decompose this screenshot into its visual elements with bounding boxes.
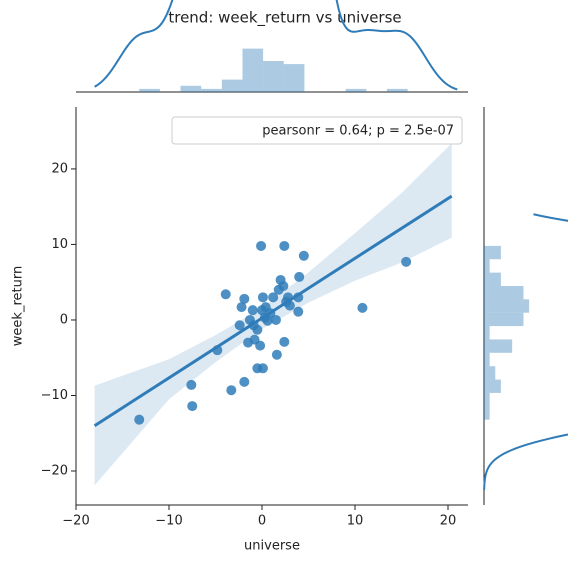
x-tick-label: 0 <box>258 514 266 529</box>
regression-line <box>93 194 453 427</box>
x-axis-label: universe <box>244 539 300 554</box>
legend-box <box>171 116 463 145</box>
right-hist-bar <box>484 272 501 286</box>
scatter-point <box>247 305 258 316</box>
right-hist-bar <box>484 285 524 300</box>
scatter-point <box>239 376 250 387</box>
y-tick-label: 20 <box>51 161 68 176</box>
right-hist-bar <box>484 392 490 407</box>
x-tick-label: −20 <box>62 514 89 529</box>
scatter-point <box>257 363 268 374</box>
scatter-point <box>236 302 247 313</box>
top-hist-bar <box>201 88 222 92</box>
y-tick-label: −20 <box>41 464 68 479</box>
top-hist-bar <box>283 64 305 92</box>
right-hist-bar <box>484 245 501 260</box>
scatter-point <box>279 240 290 251</box>
top-hist-bar <box>242 48 264 92</box>
scatter-point <box>257 292 268 303</box>
right-hist-bar <box>484 259 490 273</box>
scatter-point <box>134 414 145 425</box>
scatter-point <box>271 349 282 360</box>
scatter-point <box>298 250 309 261</box>
scatter-point <box>294 271 305 282</box>
right-hist-bar <box>484 406 490 420</box>
scatter-point <box>239 293 250 304</box>
scatter-point <box>268 292 279 303</box>
right-hist-bar <box>484 299 530 313</box>
scatter-point <box>187 401 198 412</box>
scatter-point <box>401 256 412 267</box>
scatter-point <box>262 315 273 326</box>
scatter-point <box>186 379 197 390</box>
right-hist-bar <box>484 339 513 353</box>
x-tick-label: 20 <box>440 514 457 529</box>
scatter-point <box>270 314 281 325</box>
scatter-point <box>357 302 368 313</box>
y-axis-label: week_return <box>11 266 26 346</box>
right-hist-bar <box>484 366 496 380</box>
right-hist-bar <box>484 326 490 340</box>
scatter-point <box>279 336 290 347</box>
top-kde <box>94 0 458 91</box>
right-hist-bar <box>484 379 501 393</box>
top-hist-bar <box>221 79 243 92</box>
annotation: pearsonr = 0.64; p = 2.5e-07 <box>262 124 454 139</box>
scatter-point <box>226 385 237 396</box>
y-tick-label: 0 <box>60 312 68 327</box>
top-hist-bar <box>345 88 367 92</box>
y-tick-label: −10 <box>41 388 68 403</box>
scatter-point <box>255 340 266 351</box>
x-tick-label: 10 <box>347 514 364 529</box>
right-hist-bar <box>484 352 490 367</box>
scatter-point <box>278 280 289 291</box>
top-hist-bar <box>386 88 408 92</box>
right-hist-bar <box>484 312 524 327</box>
top-hist-bar <box>180 85 202 92</box>
scatter-point <box>256 240 267 251</box>
scatter-point <box>234 320 245 331</box>
x-tick-label: −10 <box>155 514 182 529</box>
top-hist-bar <box>139 88 160 92</box>
chart-title: trend: week_return vs universe <box>168 9 401 28</box>
scatter-point <box>220 289 231 300</box>
scatter-point <box>293 306 304 317</box>
right-kde <box>483 213 568 490</box>
scatter-point <box>252 324 263 335</box>
y-tick-label: 10 <box>51 237 68 252</box>
top-hist-bar <box>263 61 284 92</box>
